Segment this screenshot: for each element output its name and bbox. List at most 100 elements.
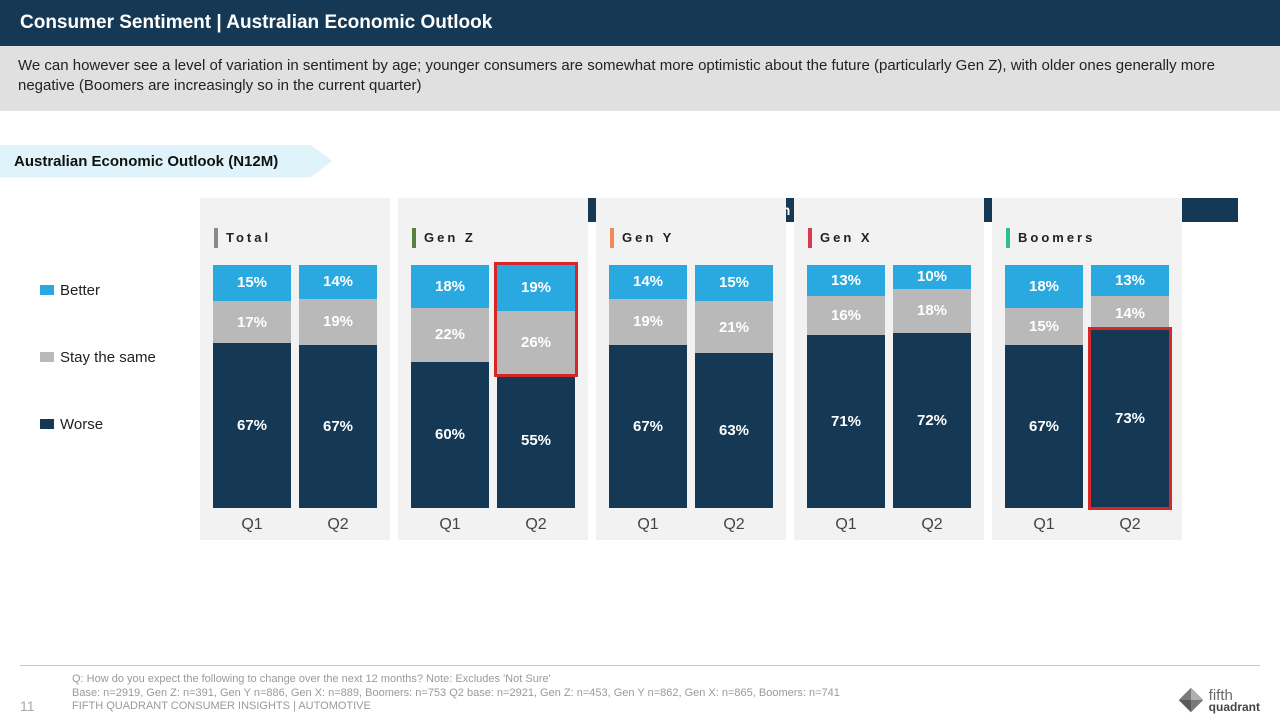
bar-segment-worse: 55% xyxy=(497,374,575,508)
bar-segment-worse: 67% xyxy=(213,343,291,507)
page-title-bar: Consumer Sentiment | Australian Economic… xyxy=(0,0,1280,46)
bar-segment-same: 18% xyxy=(893,289,971,333)
chart-panel-total: Total 15%17%67% Q1 14%19%67% Q2 xyxy=(200,198,390,540)
bar-x-label: Q2 xyxy=(327,516,348,540)
bar-segment-worse: 67% xyxy=(609,345,687,508)
footnote-line: FIFTH QUADRANT CONSUMER INSIGHTS | AUTOM… xyxy=(72,700,1159,714)
bar-stack: 15%21%63% xyxy=(695,265,773,508)
panel-header: Gen X xyxy=(794,222,984,262)
subtitle-text: We can however see a level of variation … xyxy=(18,57,1215,94)
panel-pip xyxy=(214,228,218,248)
panel-pip xyxy=(412,228,416,248)
bar-segment-worse: 73% xyxy=(1091,330,1169,507)
legend-label: Worse xyxy=(60,416,103,433)
bar-column: 18%15%67% Q1 xyxy=(1004,265,1084,540)
panel-pip xyxy=(610,228,614,248)
panel-title: Boomers xyxy=(1018,230,1095,245)
legend: Better Stay the same Worse xyxy=(40,198,200,483)
bars-area: 18%15%67% Q1 13%14%73% Q2 xyxy=(992,262,1182,540)
bar-stack: 19%26%55% xyxy=(497,265,575,508)
bars-area: 14%19%67% Q1 15%21%63% Q2 xyxy=(596,262,786,540)
bar-segment-same: 16% xyxy=(807,296,885,335)
subtitle-band: We can however see a level of variation … xyxy=(0,46,1280,111)
page-number: 11 xyxy=(20,698,54,714)
bar-stack: 13%14%73% xyxy=(1091,265,1169,508)
bar-segment-worse: 71% xyxy=(807,335,885,508)
bar-stack: 14%19%67% xyxy=(609,265,687,508)
bar-x-label: Q1 xyxy=(835,516,856,540)
panel-title: Gen X xyxy=(820,230,873,245)
panel-title: Total xyxy=(226,230,271,245)
bar-segment-worse: 67% xyxy=(299,345,377,508)
section-chip-label: Australian Economic Outlook (N12M) xyxy=(0,145,332,178)
chart-panel-genz: Gen Z 18%22%60% Q1 19%26%55% Q2 xyxy=(398,198,588,540)
bar-column: 14%19%67% Q2 xyxy=(298,265,378,540)
legend-item: Better xyxy=(40,282,200,299)
panel-header: Gen Y xyxy=(596,222,786,262)
bars-area: 18%22%60% Q1 19%26%55% Q2 xyxy=(398,262,588,540)
panel-pip xyxy=(1006,228,1010,248)
bar-x-label: Q1 xyxy=(1033,516,1054,540)
bar-x-label: Q2 xyxy=(1119,516,1140,540)
bar-x-label: Q2 xyxy=(723,516,744,540)
bar-segment-better: 15% xyxy=(695,265,773,302)
panel-title: Gen Z xyxy=(424,230,476,245)
bar-segment-same: 19% xyxy=(609,299,687,345)
bar-segment-worse: 72% xyxy=(893,333,971,508)
bar-segment-same: 22% xyxy=(411,308,489,361)
bar-x-label: Q2 xyxy=(525,516,546,540)
bar-segment-better: 18% xyxy=(411,265,489,309)
bar-segment-better: 18% xyxy=(1005,265,1083,309)
page-title: Consumer Sentiment | Australian Economic… xyxy=(20,12,492,33)
chart-region: BetterStay the sameWorse Generation Tota… xyxy=(0,198,1280,540)
legend-swatch xyxy=(40,285,54,295)
bar-column: 10%18%72%Q2 xyxy=(892,265,972,540)
bar-segment-same: 26% xyxy=(497,311,575,374)
bar-segment-same: 14% xyxy=(1091,296,1169,330)
footer: 11 Q: How do you expect the following to… xyxy=(0,665,1280,720)
footnotes: Q: How do you expect the following to ch… xyxy=(72,673,1159,714)
chart-panel-boomers: Boomers 18%15%67% Q1 13%14%73% Q2 xyxy=(992,198,1182,540)
bar-column: 15%17%67% Q1 xyxy=(212,265,292,540)
bar-segment-worse: 60% xyxy=(411,362,489,508)
brand-line2: quadrant xyxy=(1209,701,1260,713)
legend-item: Stay the same xyxy=(40,349,200,366)
bar-column: 13%16%71% Q1 xyxy=(806,265,886,540)
bars-area: 13%16%71%Q110%18%72%Q2 xyxy=(794,262,984,540)
panel-pip xyxy=(808,228,812,248)
bar-column: 19%26%55% Q2 xyxy=(496,265,576,540)
panel-header: Boomers xyxy=(992,222,1182,262)
legend-item: Worse xyxy=(40,416,200,433)
bar-stack: 14%19%67% xyxy=(299,265,377,508)
legend-swatch xyxy=(40,419,54,429)
chart-panel-genx: Gen X13%16%71%Q110%18%72%Q2 xyxy=(794,198,984,540)
legend-label: Better xyxy=(60,282,100,299)
bar-segment-better: 14% xyxy=(609,265,687,299)
bar-x-label: Q1 xyxy=(439,516,460,540)
bar-segment-same: 17% xyxy=(213,301,291,343)
bar-column: 18%22%60% Q1 xyxy=(410,265,490,540)
bar-stack: 18%22%60% xyxy=(411,265,489,508)
panel-title: Gen Y xyxy=(622,230,674,245)
bar-segment-better: 19% xyxy=(497,265,575,311)
bar-segment-better: 15% xyxy=(213,265,291,302)
bar-x-label: Q1 xyxy=(637,516,658,540)
bar-segment-better: 14% xyxy=(299,265,377,299)
section-chip: Australian Economic Outlook (N12M) xyxy=(0,145,332,178)
bar-segment-worse: 63% xyxy=(695,353,773,508)
bar-stack: 18%15%67% xyxy=(1005,265,1083,508)
bar-x-label: Q1 xyxy=(241,516,262,540)
panel-header: Gen Z xyxy=(398,222,588,262)
bar-stack: 13%16%71% xyxy=(807,265,885,508)
bar-segment-worse: 67% xyxy=(1005,345,1083,508)
brand-mark-icon xyxy=(1177,686,1205,714)
bar-x-label: Q2 xyxy=(921,516,942,540)
panel-header: Total xyxy=(200,222,390,262)
bar-stack: 15%17%67% xyxy=(213,265,291,508)
chart-panel-geny: Gen Y 14%19%67% Q1 15%21%63% Q2 xyxy=(596,198,786,540)
footer-divider xyxy=(20,665,1260,666)
bar-column: 15%21%63% Q2 xyxy=(694,265,774,540)
bar-segment-same: 21% xyxy=(695,301,773,353)
bar-segment-better: 13% xyxy=(1091,265,1169,297)
legend-swatch xyxy=(40,352,54,362)
